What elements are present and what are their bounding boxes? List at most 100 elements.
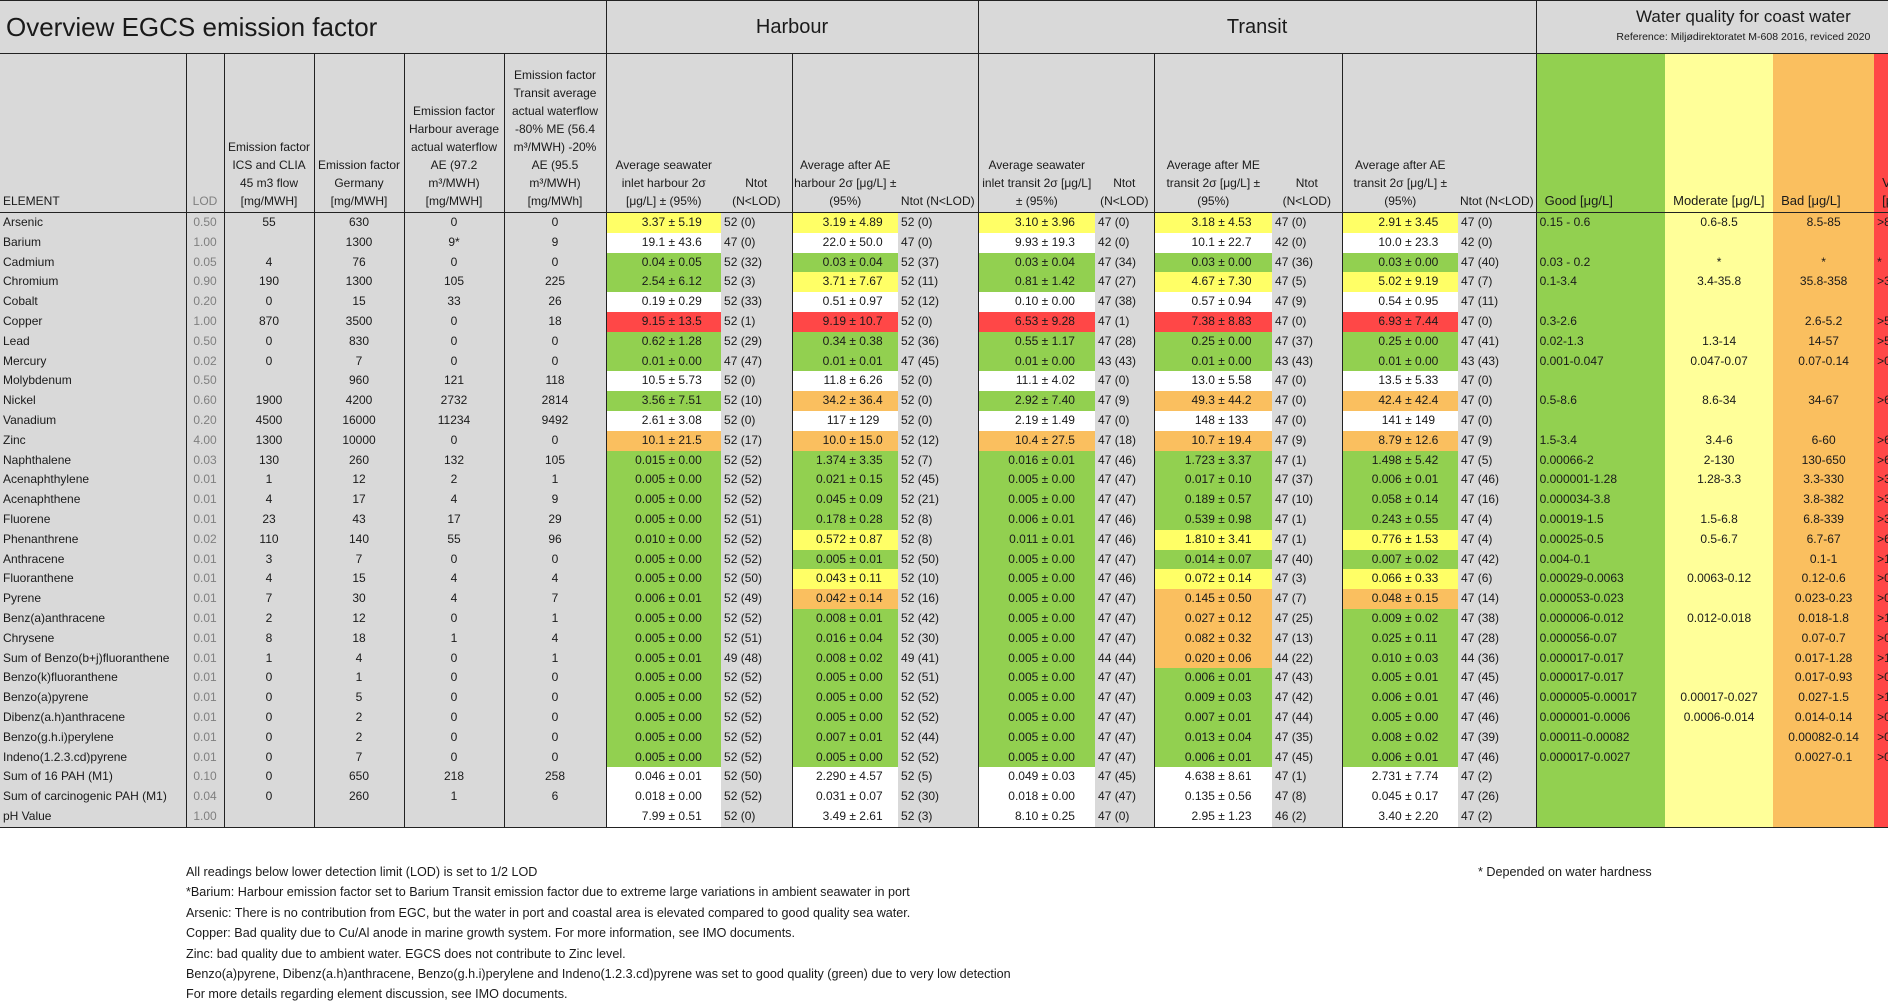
mean-value: 9.15 xyxy=(641,313,666,328)
mean-value: 0.005 xyxy=(1008,551,1039,566)
plus-minus-sign: ± xyxy=(1214,769,1229,784)
transit-after-me-cell: 0.03 ± 0.00 xyxy=(1153,252,1273,273)
mean-value: 0.005 xyxy=(1008,690,1039,705)
two-sigma-value: 0.14 xyxy=(1415,492,1439,507)
ef-harbour-value: 1 xyxy=(403,628,504,649)
mean-value: 0.031 xyxy=(815,789,847,804)
two-sigma-value: 0.06 xyxy=(1228,650,1252,665)
two-sigma-value: 0.51 xyxy=(678,808,702,823)
ef-transit-value: 0 xyxy=(503,351,607,372)
transit-me-ntot: 47 (1) xyxy=(1272,509,1343,530)
lod-value: 0.01 xyxy=(185,628,224,649)
very-bad-range: >60 xyxy=(1874,430,1888,451)
harbour-after-ntot: 52 (37) xyxy=(898,252,979,273)
mean-value: 0.005 xyxy=(635,690,666,705)
bad-range: 35.8-358 xyxy=(1773,272,1875,293)
mean-value: 7.99 xyxy=(641,808,666,823)
two-sigma-value: 0.00 xyxy=(678,492,702,507)
transit-me-ntot: 47 (7) xyxy=(1272,589,1343,609)
element-name: pH Value xyxy=(0,806,186,828)
moderate-range xyxy=(1665,371,1774,392)
harbour-after-ae-cell: 0.005 ± 0.00 xyxy=(791,747,899,768)
transit-after-ae-cell: 0.01 ± 0.00 xyxy=(1341,351,1459,372)
footnote: All readings below lower detection limit… xyxy=(186,865,538,879)
harbour-after-ntot: 52 (12) xyxy=(898,292,979,312)
element-name: Molybdenum xyxy=(0,371,186,392)
mean-value: 0.006 xyxy=(1008,511,1039,526)
transit-after-ae-cell: 0.045 ± 0.17 xyxy=(1341,787,1459,807)
mean-value: 0.010 xyxy=(635,531,666,546)
transit-after-ae-cell: 0.25 ± 0.00 xyxy=(1341,331,1459,352)
good-range: 0.000017-0.017 xyxy=(1536,668,1666,689)
very-bad-range: >382 xyxy=(1874,490,1888,510)
lod-value: 0.05 xyxy=(185,252,224,273)
mean-value: 3.40 xyxy=(1378,808,1402,823)
plus-minus-sign: ± xyxy=(846,432,860,447)
transit-ae-ntot: 47 (0) xyxy=(1458,371,1537,392)
plus-minus-sign: ± xyxy=(1401,769,1415,784)
harbour-inlet-ntot: 52 (52) xyxy=(721,608,793,629)
lod-value: 0.50 xyxy=(185,371,224,392)
plus-minus-sign: ± xyxy=(1038,690,1052,705)
mean-value: 0.135 xyxy=(1184,789,1215,804)
mean-value: 0.009 xyxy=(1184,690,1215,705)
plus-minus-sign: ± xyxy=(665,432,679,447)
transit-inlet-ntot: 47 (47) xyxy=(1095,747,1155,768)
ef-harbour-value: 0 xyxy=(403,311,504,332)
plus-minus-sign: ± xyxy=(1214,274,1229,289)
mean-value: 0.005 xyxy=(635,472,666,487)
two-sigma-value: 0.95 xyxy=(1415,294,1439,309)
mean-value: 0.005 xyxy=(1008,650,1039,665)
harbour-after-ntot: 52 (50) xyxy=(898,549,979,570)
plus-minus-sign: ± xyxy=(1038,650,1052,665)
two-sigma-value: 0.00 xyxy=(1051,789,1075,804)
two-sigma-value: 0.00 xyxy=(1051,749,1075,764)
harbour-inlet-cell: 2.54 ± 6.12 xyxy=(606,272,722,293)
mean-value: 2.92 xyxy=(1014,393,1039,408)
lod-value: 0.01 xyxy=(185,648,224,669)
plus-minus-sign: ± xyxy=(1038,452,1052,467)
mean-value: 10.4 xyxy=(1014,432,1039,447)
table-row: Fluoranthene 0.01 4 15 4 4 0.005 ± 0.00 52 (50)… xyxy=(0,569,1888,590)
mean-value: 13.5 xyxy=(1378,373,1402,388)
two-sigma-value: 0.00 xyxy=(1051,472,1075,487)
very-bad-range: >1 xyxy=(1874,549,1888,570)
mean-value: 0.01 xyxy=(641,353,666,368)
two-sigma-value: 0.01 xyxy=(678,650,702,665)
ef-harbour-value: 2732 xyxy=(403,391,504,411)
bad-range: 14-57 xyxy=(1773,331,1875,352)
transit-me-ntot: 47 (0) xyxy=(1272,212,1343,233)
plus-minus-sign: ± xyxy=(1401,492,1415,507)
plus-minus-sign: ± xyxy=(846,690,860,705)
transit-me-ntot: 47 (0) xyxy=(1272,371,1343,392)
ef-germany-value: 15 xyxy=(313,292,404,312)
mean-value: 0.62 xyxy=(641,333,666,348)
ef-harbour-value: 0 xyxy=(403,252,504,273)
two-sigma-value: 0.01 xyxy=(678,769,702,784)
ef-germany-value: 960 xyxy=(313,371,404,392)
plus-minus-sign: ± xyxy=(1214,215,1229,229)
harbour-inlet-cell: 0.005 ± 0.00 xyxy=(606,490,722,510)
moderate-range: 0.012-0.018 xyxy=(1665,608,1774,629)
very-bad-range: >1.8 xyxy=(1874,608,1888,629)
water-quality-group-header: Water quality for coast water Reference:… xyxy=(1536,0,1888,54)
mean-value: 0.10 xyxy=(1014,294,1039,309)
plus-minus-sign: ± xyxy=(1214,749,1229,764)
harbour-inlet-ntot: 52 (49) xyxy=(721,589,793,609)
plus-minus-sign: ± xyxy=(665,393,679,408)
plus-minus-sign: ± xyxy=(846,215,860,229)
element-name: Sum of carcinogenic PAH (M1) xyxy=(0,787,186,807)
transit-inlet-ntot: 47 (47) xyxy=(1095,688,1155,708)
plus-minus-sign: ± xyxy=(1401,749,1415,764)
transit-ae-ntot: 47 (40) xyxy=(1458,252,1537,273)
hardness-note: * Depended on water hardness xyxy=(1478,865,1652,879)
table-row: Barium 1.00 1300 9* 9 19.1 ± 43.6 47 (0) 22.0 ±… xyxy=(0,232,1888,253)
two-sigma-value: 0.00 xyxy=(678,630,702,645)
ef-ics-value xyxy=(223,232,314,253)
transit-me-ntot: 47 (0) xyxy=(1272,410,1343,431)
transit-inlet-cell: 0.03 ± 0.04 xyxy=(978,252,1096,273)
transit-ae-ntot: 47 (46) xyxy=(1458,707,1537,728)
ef-germany-value: 7 xyxy=(313,351,404,372)
transit-inlet-cell: 0.005 ± 0.00 xyxy=(978,688,1096,708)
plus-minus-sign: ± xyxy=(846,393,860,408)
